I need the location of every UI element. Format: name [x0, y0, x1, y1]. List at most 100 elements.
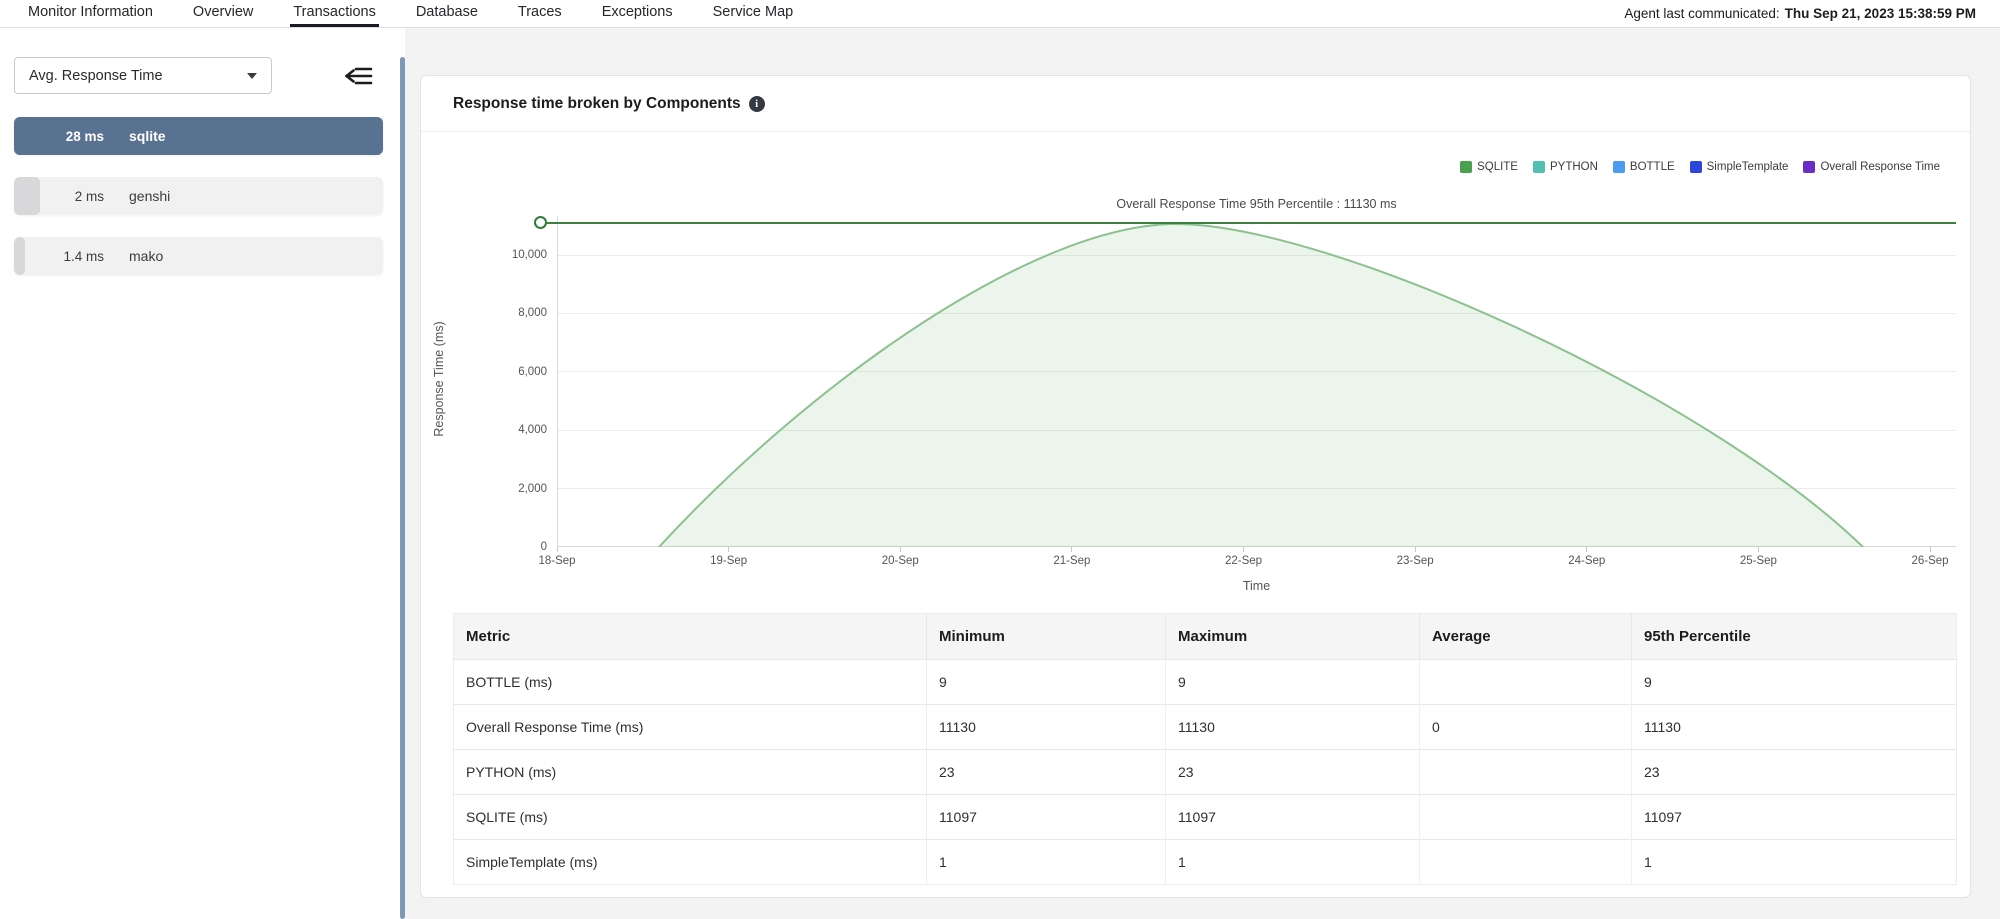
- agent-timestamp: Thu Sep 21, 2023 15:38:59 PM: [1784, 6, 1976, 21]
- x-tick-label: 21-Sep: [1053, 555, 1091, 567]
- nav-tab[interactable]: Transactions: [290, 0, 379, 27]
- cell-metric: PYTHON (ms): [453, 749, 927, 795]
- cell-95th-percentile: 23: [1631, 749, 1957, 795]
- bar-name: genshi: [129, 188, 171, 204]
- nav-tab[interactable]: Monitor Information: [28, 4, 153, 20]
- cell-metric: BOTTLE (ms): [453, 659, 927, 705]
- transaction-bar[interactable]: 2 ms genshi: [14, 177, 383, 215]
- table-row: SimpleTemplate (ms) 1 1 1: [453, 839, 1957, 885]
- table-header-cell: Maximum: [1165, 613, 1420, 660]
- y-tick-label: 4,000: [518, 424, 547, 437]
- nav-tab[interactable]: Service Map: [712, 4, 794, 20]
- legend-swatch-icon: [1460, 161, 1473, 173]
- cell-average: [1419, 749, 1632, 795]
- cell-maximum: 23: [1165, 749, 1420, 795]
- table-row: Overall Response Time (ms) 11130 11130 0…: [453, 704, 1957, 750]
- cell-minimum: 11097: [926, 794, 1166, 840]
- transaction-bar[interactable]: 28 ms sqlite: [14, 117, 383, 155]
- top-nav-bar: Monitor Information Overview Transaction…: [0, 0, 2000, 28]
- table-header-cell: Minimum: [926, 613, 1166, 660]
- legend-swatch-icon: [1532, 161, 1545, 173]
- table-row: BOTTLE (ms) 9 9 9: [453, 659, 1957, 705]
- chevron-down-icon: [247, 72, 257, 79]
- cell-minimum: 9: [926, 659, 1166, 705]
- y-axis-ticks: 10,000 8,000 6,000 4,000 2,000 0: [479, 246, 547, 556]
- tick-mark: [1929, 547, 1931, 552]
- tick-mark: [1071, 547, 1073, 552]
- legend-label: SimpleTemplate: [1706, 161, 1789, 173]
- legend-label: Overall Response Time: [1820, 161, 1940, 173]
- tick-mark: [1586, 547, 1588, 552]
- nav-tabs: Monitor Information Overview Transaction…: [25, 0, 796, 27]
- percentile-line: [541, 222, 1956, 224]
- x-tick-label: 22-Sep: [1224, 555, 1263, 567]
- cell-metric: SimpleTemplate (ms): [453, 839, 927, 885]
- legend-label: PYTHON: [1549, 161, 1598, 173]
- cell-metric: SQLITE (ms): [453, 794, 927, 840]
- legend-swatch-icon: [1803, 161, 1816, 173]
- metric-dropdown-value: Avg. Response Time: [29, 67, 163, 84]
- y-tick-label: 0: [540, 540, 547, 553]
- collapse-sidebar-button[interactable]: [342, 62, 376, 90]
- collapse-left-icon: [345, 67, 373, 85]
- transaction-bar[interactable]: 1.4 ms mako: [14, 237, 383, 275]
- legend-item[interactable]: Overall Response Time: [1803, 161, 1940, 173]
- y-tick-label: 2,000: [518, 482, 547, 495]
- x-tick-label: 23-Sep: [1396, 555, 1434, 567]
- legend-swatch-icon: [1689, 161, 1702, 173]
- info-icon[interactable]: [748, 95, 765, 112]
- y-tick-label: 6,000: [518, 365, 547, 378]
- cell-average: [1419, 659, 1632, 705]
- agent-last-communicated: Agent last communicated: Thu Sep 21, 202…: [1624, 0, 1976, 27]
- table-header-cell: 95th Percentile: [1631, 613, 1957, 660]
- gridlines: [557, 255, 1956, 547]
- cell-average: [1419, 794, 1632, 840]
- metrics-table: Metric Minimum Maximum Average 95th Perc…: [453, 613, 1957, 885]
- x-tick-label: 26-Sep: [1911, 555, 1949, 567]
- percentile-label: Overall Response Time 95th Percentile : …: [1116, 197, 1397, 211]
- transactions-sidebar: Avg. Response Time 28 ms sqlite 2 ms gen…: [0, 28, 400, 919]
- legend-label: SQLITE: [1477, 161, 1518, 173]
- y-axis-title: Response Time (ms): [432, 321, 446, 437]
- tick-mark: [899, 547, 901, 552]
- cell-95th-percentile: 11130: [1631, 704, 1957, 750]
- legend-item[interactable]: BOTTLE: [1612, 161, 1675, 173]
- card-title: Response time broken by Components: [453, 94, 741, 112]
- legend-item[interactable]: PYTHON: [1532, 161, 1598, 173]
- legend-swatch-icon: [1612, 161, 1625, 173]
- nav-tab[interactable]: Exceptions: [601, 4, 673, 20]
- cell-minimum: 23: [926, 749, 1166, 795]
- x-tick-label: 18-Sep: [538, 555, 576, 567]
- bar-value: 1.4 ms: [63, 248, 104, 264]
- sidebar-splitter[interactable]: [400, 57, 405, 919]
- nav-tab[interactable]: Traces: [517, 4, 562, 20]
- x-axis-ticks: 18-Sep 19-Sep 20-Sep 21-Sep 22-Sep: [538, 547, 1949, 567]
- table-row: SQLITE (ms) 11097 11097 11097: [453, 794, 1957, 840]
- cell-maximum: 1: [1165, 839, 1420, 885]
- cell-minimum: 1: [926, 839, 1166, 885]
- metric-dropdown[interactable]: Avg. Response Time: [14, 57, 272, 94]
- nav-tab[interactable]: Database: [415, 4, 478, 20]
- cell-maximum: 11097: [1165, 794, 1420, 840]
- legend-item[interactable]: SimpleTemplate: [1689, 161, 1789, 173]
- nav-tab[interactable]: Overview: [192, 4, 254, 20]
- x-tick-label: 24-Sep: [1568, 555, 1606, 567]
- cell-metric: Overall Response Time (ms): [453, 704, 927, 750]
- x-tick-label: 25-Sep: [1739, 555, 1777, 567]
- tick-mark: [1243, 547, 1244, 552]
- legend-label: BOTTLE: [1629, 161, 1675, 173]
- bar-fill: [14, 237, 26, 275]
- y-tick-label: 10,000: [511, 249, 547, 261]
- tick-mark: [728, 547, 730, 552]
- tick-mark: [556, 547, 558, 552]
- cell-maximum: 11130: [1165, 704, 1420, 750]
- x-tick-label: 20-Sep: [881, 555, 919, 567]
- cell-average: [1419, 839, 1632, 885]
- legend-item[interactable]: SQLITE: [1460, 161, 1518, 173]
- tick-mark: [1414, 547, 1416, 552]
- table-row: PYTHON (ms) 23 23 23: [453, 749, 1957, 795]
- transaction-list: 28 ms sqlite 2 ms genshi 1.4 ms mako: [14, 117, 383, 297]
- cell-minimum: 11130: [926, 704, 1166, 750]
- table-body: BOTTLE (ms) 9 9 9 Overall Response Time …: [453, 659, 1957, 885]
- y-axis-line: [557, 216, 558, 547]
